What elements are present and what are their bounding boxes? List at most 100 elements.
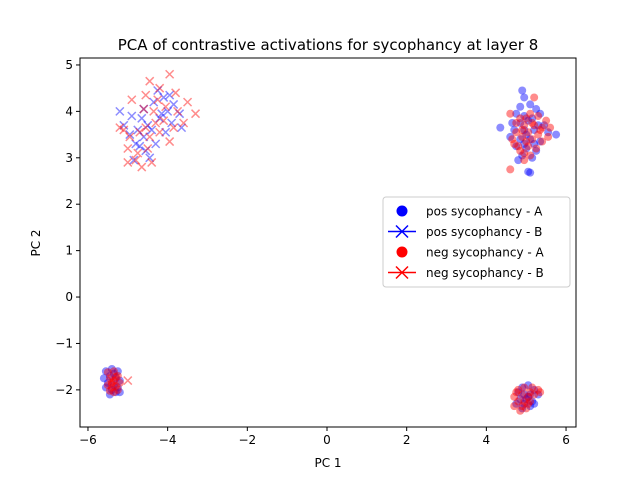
neg-sycophancy-a-point — [542, 116, 551, 125]
pos-sycophancy-a-point — [109, 369, 118, 378]
pos-sycophancy-a-point — [518, 383, 527, 392]
neg-sycophancy-b-point — [161, 102, 171, 112]
x-tick-label: 0 — [323, 433, 331, 447]
neg-sycophancy-a-point — [528, 118, 537, 127]
neg-sycophancy-a-point — [522, 114, 531, 123]
neg-sycophancy-b-point — [155, 127, 165, 137]
pos-sycophancy-a-point — [506, 132, 515, 141]
neg-sycophancy-a-point — [536, 125, 545, 134]
pos-sycophancy-a-point — [536, 109, 545, 118]
neg-sycophancy-b-point — [143, 143, 153, 154]
pos-sycophancy-a-point — [552, 130, 561, 139]
neg-sycophancy-b-point — [123, 157, 133, 167]
neg-sycophancy-a-point — [109, 376, 118, 385]
pos-sycophancy-b-point — [165, 90, 175, 100]
plot-frame — [79, 57, 577, 428]
neg-sycophancy-b-point — [115, 123, 125, 133]
neg-sycophancy-b-point — [165, 137, 175, 147]
neg-sycophancy-a-point — [103, 368, 112, 377]
neg-sycophancy-b-point — [123, 376, 133, 386]
neg-sycophancy-a-point — [534, 130, 543, 139]
neg-sycophancy-a-point — [516, 114, 525, 123]
neg-sycophancy-a-point — [518, 125, 527, 134]
pos-sycophancy-a-point — [536, 137, 545, 146]
pos-sycophancy-a-point — [540, 121, 549, 130]
pos-sycophancy-a-point — [516, 395, 525, 404]
neg-sycophancy-b-point — [119, 125, 129, 135]
pos-sycophancy-a-point — [524, 392, 533, 401]
pos-sycophancy-a-point — [524, 167, 533, 176]
pos-sycophancy-a-point — [496, 123, 505, 132]
pos-sycophancy-a-point — [524, 381, 533, 390]
neg-sycophancy-a-point — [530, 93, 539, 102]
pos-sycophancy-a-point — [526, 168, 535, 177]
pos-sycophancy-a-point — [107, 364, 116, 373]
neg-sycophancy-a-point — [109, 388, 118, 397]
neg-sycophancy-b-point — [125, 132, 135, 142]
y-tick-label: 2 — [65, 197, 73, 211]
pos-sycophancy-a-point — [512, 399, 521, 408]
pos-sycophancy-a-point — [526, 100, 535, 109]
neg-sycophancy-b-point — [135, 127, 145, 137]
pos-sycophancy-a-point — [524, 116, 533, 125]
pos-sycophancy-a-point — [520, 112, 529, 121]
pos-sycophancy-b-point — [119, 120, 129, 130]
neg-sycophancy-b-point — [141, 90, 151, 100]
neg-sycophancy-a-point — [514, 142, 523, 151]
neg-sycophancy-b-point — [191, 109, 201, 119]
pos-sycophancy-a-point — [532, 105, 541, 114]
neg-sycophancy-a-point — [528, 383, 537, 392]
y-tick-label: 4 — [65, 104, 73, 118]
pos-sycophancy-b-point — [137, 113, 147, 123]
pos-sycophancy-b-point — [135, 141, 145, 151]
neg-sycophancy-a-point — [518, 390, 527, 399]
neg-sycophancy-a-point — [107, 383, 116, 392]
neg-sycophancy-a-point — [105, 374, 114, 383]
y-tick-label: 1 — [65, 244, 73, 258]
y-axis-ticks: −2 −1 0 1 2 3 4 5 — [55, 58, 80, 397]
pos-sycophancy-a-point — [109, 381, 118, 390]
pos-sycophancy-a-point — [528, 153, 537, 162]
legend: pos sycophancy - A pos sycophancy - B neg … — [382, 196, 571, 288]
pos-sycophancy-b-point — [169, 99, 179, 109]
pos-sycophancy-a-point — [530, 125, 539, 134]
neg-sycophancy-a-point — [526, 109, 535, 118]
y-tick-label: −1 — [55, 336, 73, 350]
legend-label-pos-sycophancy-b: pos sycophancy - B — [426, 225, 542, 239]
neg-sycophancy-a-point — [115, 378, 124, 387]
pos-sycophancy-a-point — [105, 390, 114, 399]
neg-sycophancy-b-point — [133, 148, 143, 158]
neg-sycophancy-b-point — [151, 118, 161, 128]
pos-sycophancy-b-point — [151, 139, 161, 149]
neg-sycophancy-a-point — [536, 388, 545, 397]
pos-sycophancy-b-point — [141, 146, 151, 156]
pos-sycophancy-a-point — [101, 383, 110, 392]
pos-sycophancy-a-point — [512, 142, 521, 151]
y-axis-label: PC 2 — [29, 229, 43, 256]
neg-sycophancy-a-point — [506, 109, 515, 118]
neg-sycophancy-b-point — [155, 83, 165, 93]
pos-sycophancy-a-point — [107, 385, 116, 394]
neg-sycophancy-a-point — [510, 392, 519, 401]
pos-sycophancy-a-point — [530, 139, 539, 148]
pos-sycophancy-a-point — [510, 125, 519, 134]
neg-sycophancy-b-point — [145, 132, 155, 142]
neg-sycophancy-a-point — [510, 139, 519, 148]
pos-sycophancy-a-point — [522, 144, 531, 153]
pos-sycophancy-a-point — [516, 135, 525, 144]
pos-sycophancy-b-point — [139, 132, 149, 142]
pos-sycophancy-b-point — [155, 113, 165, 123]
pos-sycophancy-a-point — [508, 118, 517, 127]
points-layer — [99, 69, 561, 415]
neg-sycophancy-a-point — [524, 142, 533, 151]
pos-sycophancy-a-point — [514, 388, 523, 397]
x-tick-label: −6 — [79, 433, 97, 447]
pos-sycophancy-a-point — [518, 151, 527, 160]
neg-sycophancy-a-point — [544, 132, 553, 141]
neg-sycophancy-b-point — [173, 106, 183, 116]
neg-sycophancy-a-point — [530, 390, 539, 399]
neg-sycophancy-a-point — [520, 121, 529, 130]
neg-sycophancy-b-point — [171, 88, 181, 98]
neg-sycophancy-b-point — [169, 123, 179, 133]
